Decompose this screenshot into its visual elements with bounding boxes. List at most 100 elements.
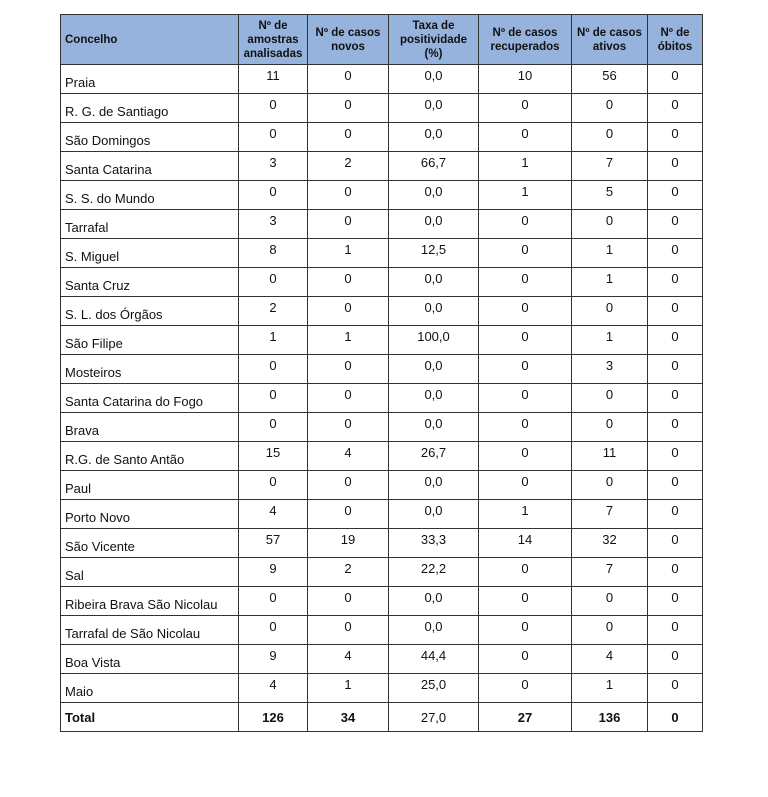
cell: 44,4 xyxy=(388,644,479,674)
table-row: Paul 0 0 0,0 0 0 0 xyxy=(60,470,703,500)
row-label: Brava xyxy=(60,412,239,442)
cell: 0 xyxy=(238,122,308,152)
table-row: Praia 11 0 0,0 10 56 0 xyxy=(60,64,703,94)
total-cell: 0 xyxy=(647,702,703,732)
cell: 100,0 xyxy=(388,325,479,355)
table-row: Santa Cruz 0 0 0,0 0 1 0 xyxy=(60,267,703,297)
row-label: São Filipe xyxy=(60,325,239,355)
cell: 0,0 xyxy=(388,412,479,442)
row-label: Tarrafal de São Nicolau xyxy=(60,615,239,645)
total-cell: 27 xyxy=(478,702,572,732)
cell: 0,0 xyxy=(388,383,479,413)
table-row: Santa Catarina 3 2 66,7 1 7 0 xyxy=(60,151,703,181)
cell: 33,3 xyxy=(388,528,479,558)
cell: 15 xyxy=(238,441,308,471)
cell: 0 xyxy=(307,354,389,384)
header-row: Concelho Nº de amostras analisadas Nº de c… xyxy=(60,14,703,65)
cell: 10 xyxy=(478,64,572,94)
cell: 66,7 xyxy=(388,151,479,181)
cell: 1 xyxy=(571,267,648,297)
total-cell: 27,0 xyxy=(388,702,479,732)
cell: 0 xyxy=(571,383,648,413)
row-label: Boa Vista xyxy=(60,644,239,674)
cell: 2 xyxy=(238,296,308,326)
header-cell: Nº de casos recuperados xyxy=(478,14,572,65)
cell: 0 xyxy=(478,586,572,616)
cell: 0 xyxy=(647,180,703,210)
row-label: Ribeira Brava São Nicolau xyxy=(60,586,239,616)
cell: 0 xyxy=(307,93,389,123)
cell: 0 xyxy=(647,354,703,384)
header-cell: Nº de casos ativos xyxy=(571,14,648,65)
cell: 7 xyxy=(571,499,648,529)
cell: 0 xyxy=(307,383,389,413)
cell: 0 xyxy=(307,122,389,152)
cell: 1 xyxy=(478,499,572,529)
cell: 7 xyxy=(571,557,648,587)
cell: 4 xyxy=(238,673,308,703)
cell: 0 xyxy=(647,673,703,703)
table-row: Boa Vista 9 4 44,4 0 4 0 xyxy=(60,644,703,674)
cell: 0 xyxy=(238,586,308,616)
row-label: Mosteiros xyxy=(60,354,239,384)
cell: 25,0 xyxy=(388,673,479,703)
table-row: Santa Catarina do Fogo 0 0 0,0 0 0 0 xyxy=(60,383,703,413)
cell: 1 xyxy=(478,151,572,181)
cell: 0 xyxy=(571,93,648,123)
cell: 0,0 xyxy=(388,470,479,500)
row-label: Maio xyxy=(60,673,239,703)
cell: 0,0 xyxy=(388,64,479,94)
cell: 0,0 xyxy=(388,354,479,384)
cell: 0,0 xyxy=(388,615,479,645)
header-cell: Nº de amostras analisadas xyxy=(238,14,308,65)
cell: 0 xyxy=(478,673,572,703)
cell: 1 xyxy=(478,180,572,210)
cell: 12,5 xyxy=(388,238,479,268)
cell: 0 xyxy=(647,586,703,616)
cell: 32 xyxy=(571,528,648,558)
cell: 0 xyxy=(647,64,703,94)
table-row: São Filipe 1 1 100,0 0 1 0 xyxy=(60,325,703,355)
cell: 0 xyxy=(238,412,308,442)
covid-table: Concelho Nº de amostras analisadas Nº de c… xyxy=(60,14,703,732)
cell: 0 xyxy=(571,586,648,616)
row-label: R. G. de Santiago xyxy=(60,93,239,123)
cell: 0 xyxy=(478,122,572,152)
cell: 1 xyxy=(571,673,648,703)
table-row: Brava 0 0 0,0 0 0 0 xyxy=(60,412,703,442)
cell: 3 xyxy=(571,354,648,384)
cell: 1 xyxy=(307,673,389,703)
cell: 5 xyxy=(571,180,648,210)
cell: 0 xyxy=(478,238,572,268)
table-row: São Domingos 0 0 0,0 0 0 0 xyxy=(60,122,703,152)
cell: 0 xyxy=(478,267,572,297)
cell: 0,0 xyxy=(388,93,479,123)
cell: 0 xyxy=(238,615,308,645)
header-cell: Taxa de positividade (%) xyxy=(388,14,479,65)
cell: 0,0 xyxy=(388,296,479,326)
total-row: Total 126 34 27,0 27 136 0 xyxy=(60,702,703,732)
cell: 7 xyxy=(571,151,648,181)
row-label: Santa Cruz xyxy=(60,267,239,297)
cell: 11 xyxy=(238,64,308,94)
cell: 0 xyxy=(307,412,389,442)
cell: 0 xyxy=(307,296,389,326)
cell: 0 xyxy=(478,441,572,471)
cell: 0 xyxy=(647,557,703,587)
row-label: Santa Catarina xyxy=(60,151,239,181)
cell: 0 xyxy=(238,383,308,413)
cell: 0 xyxy=(307,209,389,239)
cell: 0 xyxy=(238,354,308,384)
cell: 0 xyxy=(647,528,703,558)
row-label: São Domingos xyxy=(60,122,239,152)
table-row: S. Miguel 8 1 12,5 0 1 0 xyxy=(60,238,703,268)
table-row: Ribeira Brava São Nicolau 0 0 0,0 0 0 0 xyxy=(60,586,703,616)
cell: 0 xyxy=(307,64,389,94)
cell: 0 xyxy=(478,93,572,123)
cell: 1 xyxy=(571,325,648,355)
cell: 0 xyxy=(238,93,308,123)
row-label: Porto Novo xyxy=(60,499,239,529)
cell: 14 xyxy=(478,528,572,558)
cell: 0 xyxy=(647,470,703,500)
cell: 0 xyxy=(647,644,703,674)
